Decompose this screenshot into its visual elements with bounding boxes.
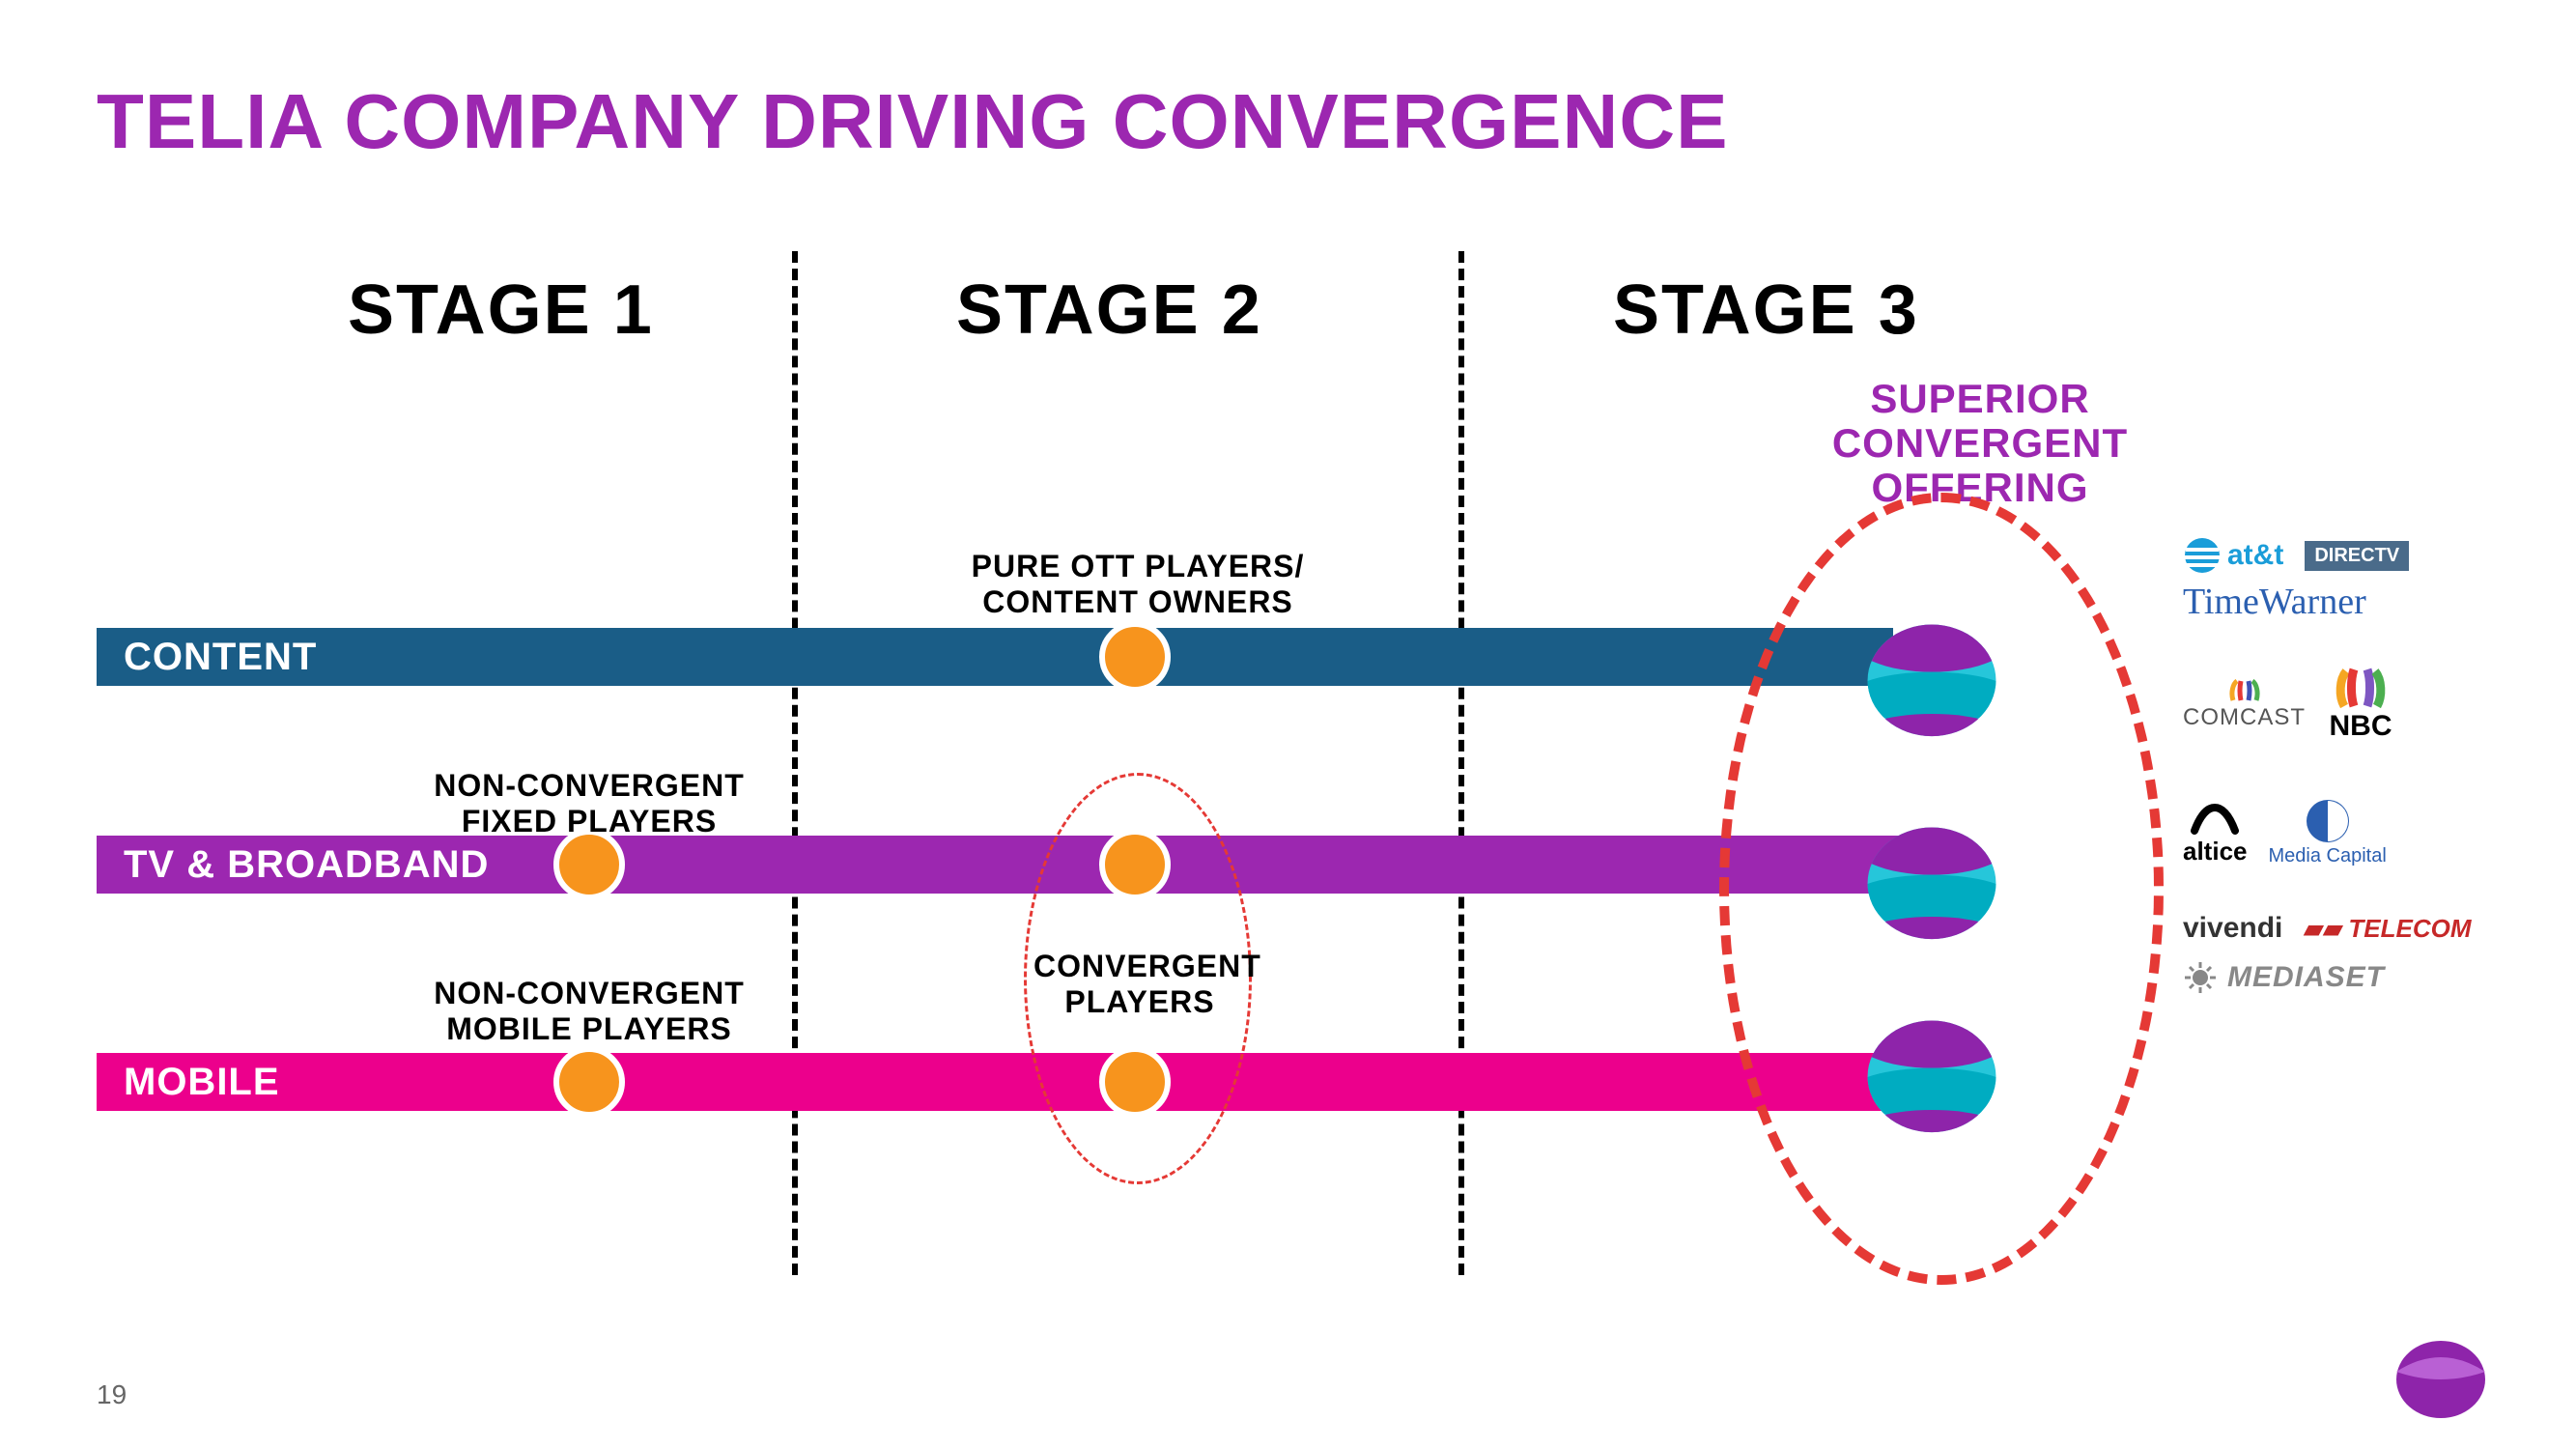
note-convergent-players: CONVERGENT PLAYERS bbox=[1033, 949, 1246, 1020]
note-conv-line1: CONVERGENT bbox=[1033, 949, 1261, 983]
stage-1-label: STAGE 1 bbox=[348, 270, 654, 350]
directv-logo: DIRECTV bbox=[2305, 541, 2409, 571]
note-ott-players: PURE OTT PLAYERS/ CONTENT OWNERS bbox=[964, 549, 1312, 620]
superior-line1: SUPERIOR bbox=[1870, 376, 2089, 421]
stage-2-label: STAGE 2 bbox=[956, 270, 1262, 350]
company-row-vivendi-telecom: vivendi ▰▰ TELECOM bbox=[2183, 912, 2550, 945]
superior-heading: SUPERIOR CONVERGENT OFFERING bbox=[1719, 377, 2241, 511]
telia-pebble-icon bbox=[1859, 1009, 2004, 1135]
dot-mobile-stage1 bbox=[553, 1046, 625, 1118]
lane-content-label: CONTENT bbox=[124, 636, 317, 679]
company-row-mediaset: MEDIASET bbox=[2183, 960, 2550, 995]
note-fixed-players: NON-CONVERGENT FIXED PLAYERS bbox=[415, 768, 763, 839]
dot-tv-stage2 bbox=[1099, 829, 1171, 900]
page-number: 19 bbox=[97, 1379, 127, 1410]
lane-content: CONTENT bbox=[97, 628, 1893, 686]
dot-mobile-stage2 bbox=[1099, 1046, 1171, 1118]
note-mobile-line1: NON-CONVERGENT bbox=[434, 976, 745, 1010]
mediacapital-logo: Media Capital bbox=[2269, 797, 2387, 867]
note-ott-line1: PURE OTT PLAYERS/ bbox=[972, 549, 1305, 583]
companies-block: at&t DIRECTV TimeWarner COMCAST NBC alti… bbox=[2183, 536, 2550, 995]
stage-divider-1 bbox=[792, 251, 798, 1275]
telia-pebble-icon bbox=[1859, 613, 2004, 739]
note-ott-line2: CONTENT OWNERS bbox=[982, 584, 1293, 619]
dot-tv-stage1 bbox=[553, 829, 625, 900]
nbc-logo: NBC bbox=[2327, 668, 2394, 743]
dot-content-stage2 bbox=[1099, 621, 1171, 693]
company-row-altice-mediacapital: altice Media Capital bbox=[2183, 797, 2550, 867]
superior-line2: CONVERGENT OFFERING bbox=[1832, 420, 2128, 510]
note-fixed-line1: NON-CONVERGENT bbox=[434, 768, 745, 803]
lane-tv-broadband: TV & BROADBAND bbox=[97, 836, 1961, 894]
lane-mobile: MOBILE bbox=[97, 1053, 1961, 1111]
note-fixed-line2: FIXED PLAYERS bbox=[462, 804, 717, 838]
telia-pebble-icon bbox=[1859, 816, 2004, 942]
stage-divider-2 bbox=[1458, 251, 1464, 1275]
att-logo: at&t bbox=[2183, 536, 2283, 575]
note-mobile-line2: MOBILE PLAYERS bbox=[446, 1011, 732, 1046]
company-row-att-directv: at&t DIRECTV bbox=[2183, 536, 2550, 575]
note-conv-line2: PLAYERS bbox=[1064, 984, 1214, 1019]
altice-logo: altice bbox=[2183, 798, 2248, 867]
company-row-timewarner: TimeWarner bbox=[2183, 581, 2550, 623]
lane-tv-label: TV & BROADBAND bbox=[124, 843, 489, 887]
timewarner-logo: TimeWarner bbox=[2183, 581, 2366, 623]
page-title: TELIA COMPANY DRIVING CONVERGENCE bbox=[97, 77, 1728, 166]
telia-pebble-icon bbox=[2392, 1333, 2489, 1420]
vivendi-logo: vivendi bbox=[2183, 912, 2282, 945]
stage-3-label: STAGE 3 bbox=[1613, 270, 1919, 350]
telecom-logo: ▰▰ TELECOM bbox=[2304, 914, 2471, 944]
company-row-comcast-nbc: COMCAST NBC bbox=[2183, 668, 2550, 743]
note-mobile-players: NON-CONVERGENT MOBILE PLAYERS bbox=[415, 976, 763, 1047]
comcast-logo: COMCAST bbox=[2183, 679, 2306, 731]
lane-mobile-label: MOBILE bbox=[124, 1061, 280, 1104]
mediaset-logo: MEDIASET bbox=[2183, 960, 2385, 995]
